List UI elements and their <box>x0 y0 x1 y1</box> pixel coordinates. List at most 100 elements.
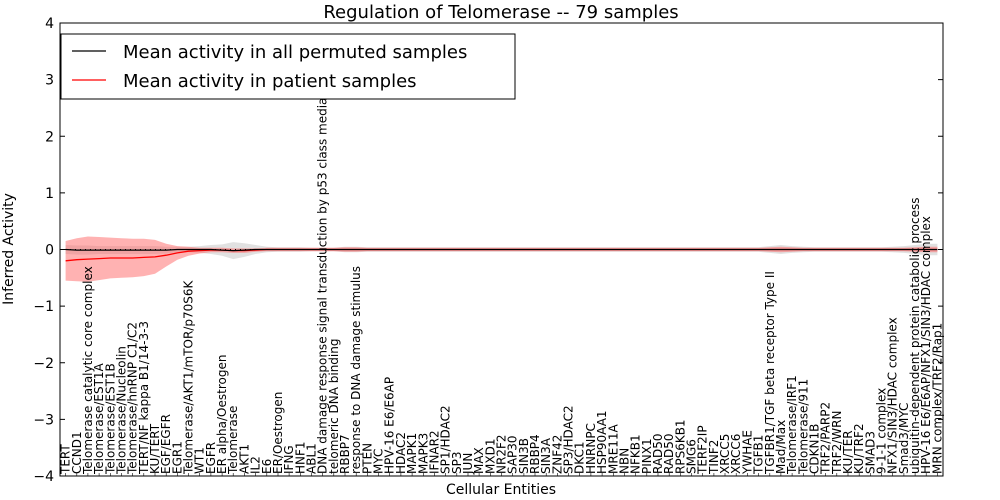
x-tick-label: KU/TERT <box>148 423 162 474</box>
x-tick-label: ZNF42 <box>550 435 564 474</box>
x-tick-label: TRF2/PARP2 <box>819 402 833 475</box>
x-tick-label: RPS6KB1 <box>673 419 687 474</box>
x-tick-label: Telomerase <box>226 406 240 475</box>
x-tick-label: 9-1-1 complex <box>875 388 889 474</box>
x-tick-label: PTEN <box>360 443 374 474</box>
x-tick-label: ubiquitin-dependent protein catabolic pr… <box>908 198 922 474</box>
x-tick-label: YWHAE <box>740 430 754 475</box>
y-tick-label: 1 <box>45 186 54 202</box>
x-tick-label: SP1/HDAC2 <box>439 405 453 474</box>
x-tick-label: Telomerase/Nucleolin <box>115 346 129 475</box>
x-tick-label: RAD50 <box>662 433 676 474</box>
x-tick-label: TGFBR1/TGF beta receptor Type II <box>763 271 777 475</box>
x-tick-label: CCND1 <box>70 431 84 474</box>
y-axis-label: Inferred Activity <box>1 193 17 305</box>
series-lines <box>65 248 938 262</box>
x-tick-label: telomeric DNA binding <box>327 339 341 475</box>
x-tick-label: EGR1 <box>170 441 184 474</box>
x-tick-label: Telomerase/EST1A <box>92 362 106 475</box>
x-tick-label: KU/TRF2 <box>852 423 866 474</box>
x-tick-label: MRN complex/TRF2/Rap1 <box>930 323 944 474</box>
x-tick-label: EGFR <box>204 442 218 474</box>
x-tick-label: AKT1 <box>237 444 251 474</box>
x-tick-label: SMG6 <box>685 439 699 474</box>
x-tick-label: HNF1 <box>293 441 307 474</box>
x-tick-label: XRCC6 <box>729 434 743 474</box>
x-tick-label: JUN <box>461 453 475 475</box>
y-tick-label: 3 <box>45 73 54 89</box>
legend-label-permuted: Mean activity in all permuted samples <box>123 42 467 63</box>
x-tick-label: Mad/Max <box>774 420 788 474</box>
x-tick-label: response to DNA damage stimulus <box>349 266 363 474</box>
x-tick-label: MAPK3 <box>416 433 430 474</box>
x-tick-label: Telomerase/hnRNP C1/C2 <box>126 322 140 475</box>
series-line-permuted <box>65 248 938 252</box>
x-tick-label: NFX1/SIN3/HDAC complex <box>886 317 900 474</box>
x-tick-label: IFNG <box>282 445 296 474</box>
x-tick-label: XRCC5 <box>718 434 732 474</box>
y-tick-label: −4 <box>33 469 54 485</box>
y-tick-label: 2 <box>45 129 54 145</box>
x-tick-label: RBBP7 <box>338 434 352 474</box>
x-tick-label: SIN3B <box>517 438 531 474</box>
x-tick-label: IFNAR2 <box>427 430 441 474</box>
x-tick-label: SIN3A <box>539 437 553 474</box>
x-tick-label: DNA damage response signal transduction … <box>316 81 330 474</box>
x-tick-label: SMAD3 <box>863 431 877 474</box>
x-tick-label: RAD50 <box>651 433 665 474</box>
x-tick-label: SP3/HDAC2 <box>562 405 576 474</box>
confidence-bands <box>65 236 938 282</box>
x-tick-label: WT1 <box>193 447 207 474</box>
x-tick-label: NFKB1 <box>629 434 643 474</box>
x-tick-label: Smad3/MYC <box>897 403 911 474</box>
plot-frame <box>59 22 944 477</box>
x-tick-label: Telomerase/IRF1 <box>785 375 799 475</box>
legend: Mean activity in all permuted samples Me… <box>60 33 516 100</box>
x-tick-label: PINX1 <box>640 438 654 474</box>
y-tick-label: −2 <box>33 356 54 372</box>
x-tick-label: CDKN1B <box>808 424 822 474</box>
x-tick-label: MYC <box>372 449 386 474</box>
x-tick-label: ER alpha/Oestrogen <box>215 355 229 474</box>
x-tick-label: NBN <box>617 448 631 474</box>
x-tick-label: HSP90AA1 <box>595 410 609 474</box>
band-patient <box>65 236 938 282</box>
x-tick-label: TERT/NF kappa B1/14-3-3 <box>137 321 151 475</box>
x-tick-label: E6 <box>260 459 274 474</box>
x-tick-label: TINF2 <box>707 440 721 475</box>
x-tick-label: HDAC2 <box>394 432 408 474</box>
x-tick-label: TGFB1 <box>752 435 766 475</box>
y-tick-label: −1 <box>33 299 54 315</box>
x-tick-label: NR2F2 <box>495 435 509 475</box>
x-tick-label: HPV-16 E6/E6AP/NFX1/SIN3/HDAC complex <box>919 216 933 474</box>
y-tick-label: 4 <box>45 16 54 32</box>
x-tick-label: MAX <box>472 447 486 474</box>
x-tick-label: RBBP4 <box>528 434 542 474</box>
y-tick-label: 0 <box>45 243 54 259</box>
x-tick-label: KU/TER <box>841 430 855 474</box>
x-tick-label: TRF2/WRN <box>830 411 844 475</box>
x-tick-label: MAPK1 <box>405 433 419 474</box>
x-tick-label: EGF/EGFR <box>159 414 173 474</box>
x-tick-label: Telomerase/EST1B <box>103 363 117 475</box>
x-tick-label: HNRNPC <box>584 423 598 474</box>
x-tick-label: SP3 <box>450 452 464 475</box>
x-tick-label: HPV-16 E6/E6AP <box>383 377 397 474</box>
x-tick-label: MXD1 <box>483 439 497 474</box>
x-tick-label: ER/Oestrogen <box>271 392 285 474</box>
y-tick-label: −3 <box>33 412 54 428</box>
x-tick-label: IL2 <box>249 456 263 474</box>
legend-box <box>60 33 516 100</box>
x-tick-label: Telomerase/AKT1/mTOR/p70S6K <box>182 279 196 475</box>
x-axis-label: Cellular Entities <box>446 482 556 498</box>
x-tick-label: MRE11A <box>606 423 620 474</box>
x-tick-label: SAP30 <box>506 435 520 474</box>
x-tick-label: Telomerase/911 <box>796 379 810 475</box>
x-tick-label: TERF2IP <box>696 425 710 475</box>
x-tick-label: DKC1 <box>573 442 587 474</box>
legend-label-patient: Mean activity in patient samples <box>123 71 417 92</box>
x-tick-label: Telomerase catalytic core complex <box>81 266 95 475</box>
x-tick-label: ABL1 <box>305 443 319 474</box>
x-tick-label: TERT <box>59 444 73 475</box>
